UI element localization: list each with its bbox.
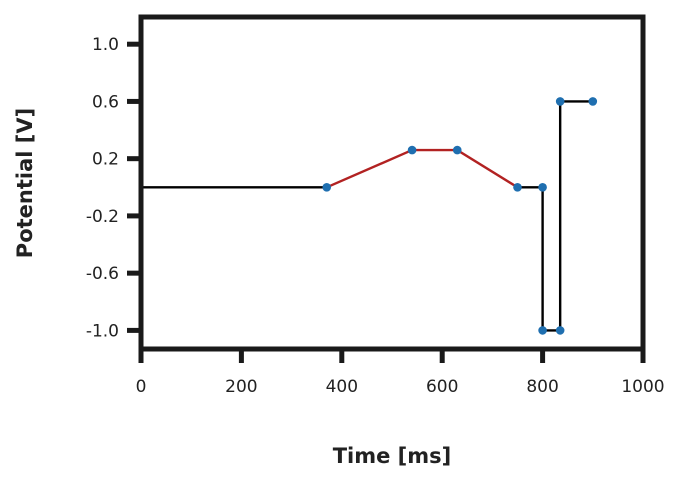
x-tick-label: 400: [326, 377, 358, 397]
plot-lines: [141, 100, 593, 332]
x-tick-label: 800: [526, 377, 558, 397]
x-tick-label: 200: [225, 377, 257, 397]
data-point-3: [513, 182, 522, 192]
y-tick-label: 0.2: [92, 150, 119, 170]
x-axis-title: Time [ms]: [333, 444, 452, 468]
y-tick-label: 1.0: [92, 35, 119, 55]
x-tick-label: 1000: [621, 377, 664, 397]
axis-ticks: 1.0 0.6 0.2 -0.2 -0.6 -1.0 0 200 400 600 800 1000: [86, 35, 665, 397]
data-point-2: [452, 145, 462, 155]
plot-frame: [138, 14, 646, 352]
data-point-6: [555, 326, 565, 335]
x-tick-label: 0: [136, 377, 147, 397]
data-point-8: [588, 97, 598, 106]
data-point-4: [538, 182, 547, 192]
data-point-0: [322, 182, 332, 192]
series-segment-1: [326, 148, 519, 189]
x-tick-label: 600: [426, 377, 458, 397]
data-point-5: [538, 326, 547, 335]
series-segment-2: [517, 100, 593, 332]
y-tick-label: -0.6: [86, 264, 119, 284]
y-axis-title: Potential [V]: [13, 108, 37, 258]
y-tick-label: -1.0: [86, 321, 119, 341]
data-point-1: [407, 145, 417, 155]
data-point-7: [555, 97, 565, 106]
y-tick-label: 0.6: [92, 92, 119, 112]
plot-markers: [322, 97, 598, 335]
y-tick-label: -0.2: [86, 207, 119, 227]
